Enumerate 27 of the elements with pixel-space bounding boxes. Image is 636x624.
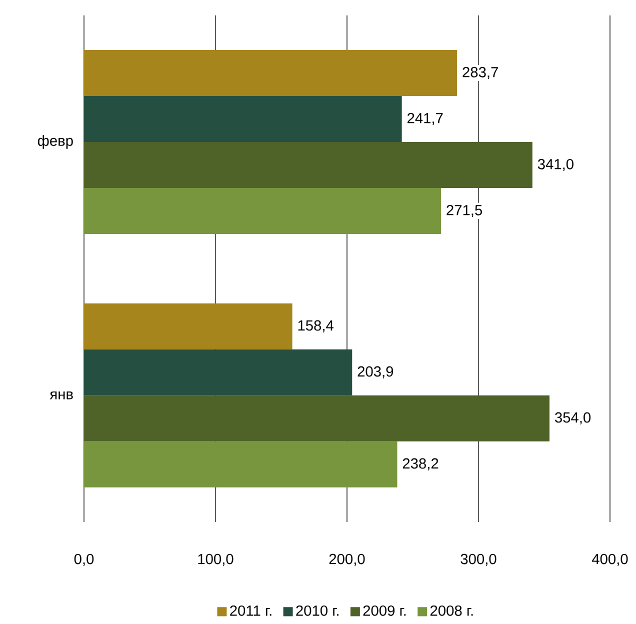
legend-label: 2010 г. xyxy=(296,605,338,616)
x-tick-label: 300,0 xyxy=(460,554,496,566)
bar xyxy=(84,50,458,96)
x-tick-label: 100,0 xyxy=(198,554,234,566)
data-label: 241,7 xyxy=(407,112,443,126)
x-tick-label: 0,0 xyxy=(74,554,94,566)
data-label: 283,7 xyxy=(462,66,498,80)
data-label: 158,4 xyxy=(298,320,334,332)
legend-label: 2011 г. xyxy=(230,605,272,616)
data-label: 271,5 xyxy=(446,204,482,218)
y-tick-label: февр xyxy=(38,135,73,149)
bar xyxy=(84,142,532,188)
bar xyxy=(84,96,402,142)
y-tick-label: янв xyxy=(50,391,73,400)
x-tick-label: 200,0 xyxy=(329,554,365,566)
data-label: 341,0 xyxy=(538,158,574,172)
data-label: 238,2 xyxy=(402,458,438,470)
bar xyxy=(84,349,352,396)
data-label: 203,9 xyxy=(358,366,394,378)
bar xyxy=(84,303,292,350)
legend-label: 2008 г. xyxy=(430,605,473,616)
bar xyxy=(84,441,398,488)
x-tick-label: 400,0 xyxy=(592,554,628,566)
legend-label: 2009 г. xyxy=(363,605,406,616)
bar xyxy=(84,395,550,442)
data-label: 354,0 xyxy=(555,412,591,424)
bar xyxy=(84,188,442,234)
